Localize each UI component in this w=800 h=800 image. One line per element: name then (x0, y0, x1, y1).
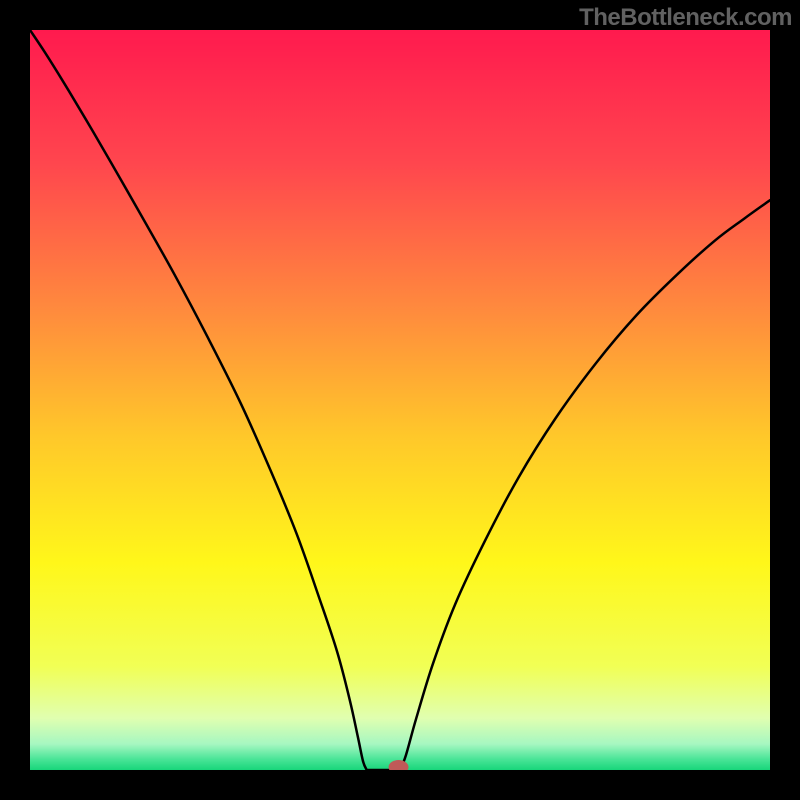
bottleneck-curve-chart (30, 30, 770, 770)
watermark-text: TheBottleneck.com (579, 4, 792, 32)
chart-frame: TheBottleneck.com (0, 0, 800, 800)
plot-area (30, 30, 770, 770)
gradient-background (30, 30, 770, 770)
